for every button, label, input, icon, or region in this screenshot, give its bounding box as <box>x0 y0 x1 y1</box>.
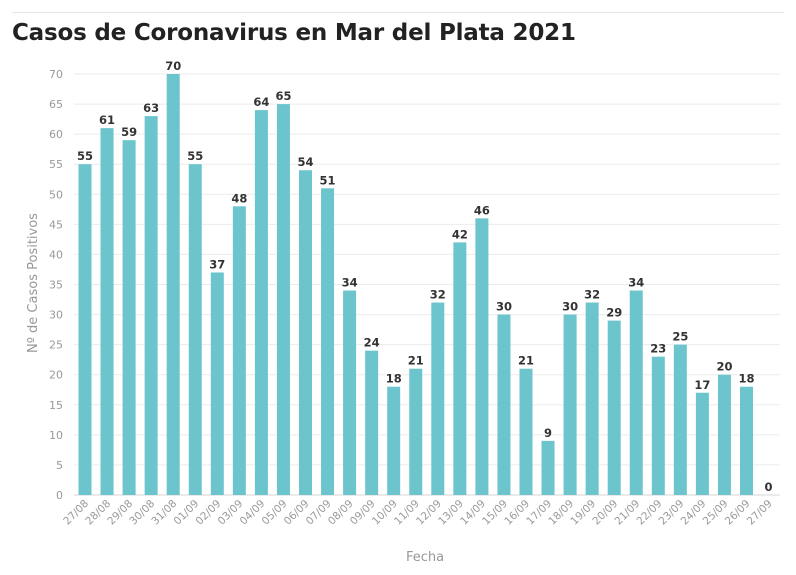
y-tick-label: 15 <box>49 399 63 412</box>
x-ticks-layer: 27/0828/0829/0830/0831/0801/0902/0903/09… <box>61 498 774 528</box>
y-tick-label: 60 <box>49 128 63 141</box>
data-label: 21 <box>518 354 534 368</box>
bar <box>475 218 489 496</box>
data-label: 55 <box>77 149 93 163</box>
data-label: 63 <box>143 101 159 115</box>
bar <box>740 386 753 495</box>
data-label: 30 <box>562 300 578 314</box>
y-tick-label: 55 <box>49 158 63 171</box>
bar <box>453 242 467 495</box>
data-label: 23 <box>650 342 666 356</box>
bar <box>629 290 643 495</box>
bar <box>166 74 180 495</box>
bar <box>673 344 687 495</box>
y-tick-label: 50 <box>49 188 63 201</box>
data-labels-layer: 55 61 59 63 70 55 37 48 64 65 54 51 34 24 18 21 32 42 46 30… <box>77 59 773 494</box>
data-label: 37 <box>209 257 225 271</box>
bar <box>299 170 312 495</box>
bar <box>144 116 158 495</box>
data-label: 61 <box>99 113 115 127</box>
bar <box>343 290 357 495</box>
y-tick-label: 10 <box>49 429 63 442</box>
y-tick-label: 20 <box>49 369 63 382</box>
bar <box>585 302 599 495</box>
bar <box>519 368 533 495</box>
bar <box>78 164 92 495</box>
bar <box>365 350 379 495</box>
y-tick-label: 0 <box>56 489 63 502</box>
data-label: 32 <box>584 288 600 302</box>
bars-layer <box>78 74 753 496</box>
bar <box>100 128 114 495</box>
data-label: 24 <box>364 336 380 350</box>
bar <box>122 140 136 495</box>
data-label: 21 <box>408 354 424 368</box>
bar <box>717 374 731 495</box>
data-label: 55 <box>187 149 203 163</box>
data-label: 25 <box>672 330 688 344</box>
data-label: 17 <box>694 378 710 392</box>
bar <box>210 272 224 495</box>
data-label: 64 <box>253 95 269 109</box>
data-label: 29 <box>606 306 622 320</box>
bar <box>387 386 401 495</box>
y-axis-label: Nº de Casos Positivos <box>26 213 41 353</box>
x-axis-label: Fecha <box>406 550 444 565</box>
bar <box>254 110 268 495</box>
bar <box>497 314 511 495</box>
data-label: 51 <box>320 173 336 187</box>
y-tick-label: 40 <box>49 248 63 261</box>
x-tick-label: 27/09 <box>745 498 775 528</box>
data-label: 0 <box>765 480 773 494</box>
data-label: 70 <box>165 59 181 73</box>
y-tick-label: 25 <box>49 339 63 352</box>
bar <box>431 302 445 495</box>
data-label: 42 <box>452 227 468 241</box>
y-tick-label: 45 <box>49 218 63 231</box>
bar <box>409 368 423 495</box>
data-label: 18 <box>386 372 402 386</box>
y-tick-label: 65 <box>49 98 63 111</box>
data-label: 48 <box>231 191 247 205</box>
bar <box>321 188 335 495</box>
data-label: 59 <box>121 125 137 139</box>
data-label: 34 <box>342 276 358 290</box>
bar <box>541 440 555 495</box>
data-label: 54 <box>297 155 313 169</box>
data-label: 65 <box>275 89 291 103</box>
y-tick-label: 5 <box>56 459 63 472</box>
data-label: 32 <box>430 288 446 302</box>
top-divider <box>12 12 784 13</box>
data-label: 18 <box>738 372 754 386</box>
y-tick-label: 30 <box>49 309 63 322</box>
bar <box>607 320 621 495</box>
data-label: 34 <box>628 276 644 290</box>
bar <box>188 164 202 495</box>
bar <box>232 206 246 496</box>
bar <box>276 104 290 496</box>
bar <box>563 314 577 495</box>
chart-title: Casos de Coronavirus en Mar del Plata 20… <box>12 20 576 46</box>
data-label: 9 <box>544 426 552 440</box>
bar <box>695 392 709 495</box>
bar <box>651 356 665 495</box>
data-label: 30 <box>496 300 512 314</box>
y-ticks-layer: 0 5 10 15 20 25 30 35 40 45 50 55 60 65 70 <box>49 68 63 502</box>
y-tick-label: 70 <box>49 68 63 81</box>
y-tick-label: 35 <box>49 279 63 292</box>
data-label: 20 <box>716 360 732 374</box>
data-label: 46 <box>474 203 490 217</box>
